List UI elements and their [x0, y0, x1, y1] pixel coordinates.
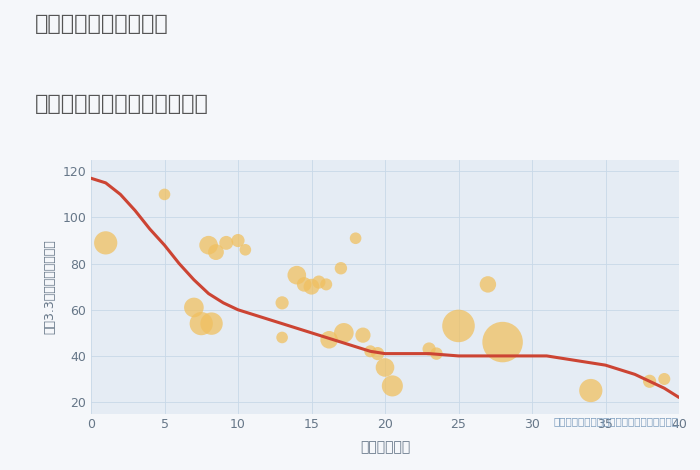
Point: [306, 283, 317, 290]
Point: [321, 281, 332, 288]
Point: [358, 331, 369, 339]
Point: [159, 191, 170, 198]
Point: [100, 239, 111, 247]
Point: [350, 235, 361, 242]
Point: [239, 246, 251, 253]
Point: [188, 304, 199, 311]
Y-axis label: 坪（3.3㎡）単価（万円）: 坪（3.3㎡）単価（万円）: [43, 239, 57, 334]
Point: [335, 265, 346, 272]
Point: [203, 242, 214, 249]
Point: [298, 281, 309, 288]
Text: 兵庫県姫路市菅生台の: 兵庫県姫路市菅生台の: [35, 14, 169, 34]
Text: 円の大きさは、取引のあった物件面積を示す: 円の大きさは、取引のあった物件面積を示す: [554, 416, 679, 426]
Point: [210, 248, 221, 256]
Point: [195, 320, 207, 328]
Point: [379, 364, 391, 371]
Text: 築年数別中古マンション価格: 築年数別中古マンション価格: [35, 94, 209, 114]
Point: [338, 329, 349, 337]
Point: [291, 271, 302, 279]
Point: [424, 345, 435, 353]
Point: [276, 334, 288, 341]
Point: [497, 338, 508, 346]
Point: [276, 299, 288, 306]
Point: [585, 387, 596, 394]
Point: [372, 350, 384, 357]
Point: [206, 320, 217, 328]
Point: [453, 322, 464, 329]
Point: [644, 377, 655, 385]
Point: [431, 350, 442, 357]
Point: [314, 278, 325, 286]
Point: [220, 239, 232, 247]
Point: [323, 336, 335, 344]
Point: [659, 375, 670, 383]
Point: [482, 281, 493, 288]
X-axis label: 築年数（年）: 築年数（年）: [360, 440, 410, 454]
Point: [365, 347, 376, 355]
Point: [386, 382, 398, 390]
Point: [232, 237, 244, 244]
